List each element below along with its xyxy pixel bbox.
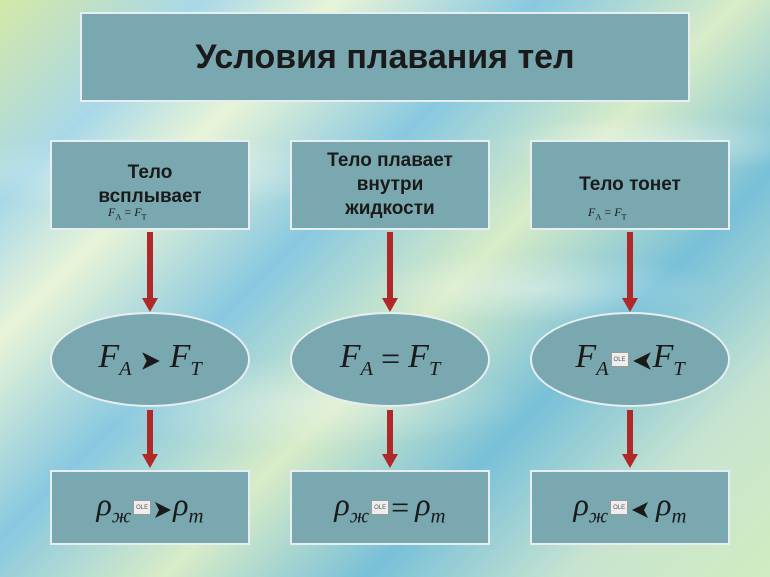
title-text: Условия плавания тел (195, 38, 574, 77)
ole-placeholder-icon: OLE (133, 500, 151, 515)
column-head: Тело тонет (530, 140, 730, 230)
down-arrow-icon (142, 410, 158, 468)
title-box: Условия плавания тел (80, 12, 690, 102)
column-head: Теловсплывает (50, 140, 250, 230)
down-arrow-icon (142, 232, 158, 312)
column-head-line: Тело тонет (579, 173, 681, 197)
ole-placeholder-icon: OLE (611, 352, 629, 367)
column-head-line: Тело плавает (327, 149, 453, 173)
down-arrow-icon (382, 232, 398, 312)
force-relation-ellipse: FA=FT (290, 312, 490, 407)
column-head: Тело плаваетвнутрижидкости (290, 140, 490, 230)
density-relation-box: ρжOLEρm (530, 470, 730, 545)
down-arrow-icon (382, 410, 398, 468)
force-relation-ellipse: FAFT (50, 312, 250, 407)
column-head-line: Тело (128, 161, 173, 185)
ole-placeholder-icon: OLE (610, 500, 628, 515)
force-relation-ellipse: FAOLEFT (530, 312, 730, 407)
column-head-line: внутри (357, 173, 424, 197)
sub-equation: FA = FT (588, 205, 627, 221)
ole-placeholder-icon: OLE (371, 500, 389, 515)
down-arrow-icon (622, 410, 638, 468)
density-relation-box: ρжOLEρm (50, 470, 250, 545)
down-arrow-icon (622, 232, 638, 312)
sub-equation: FA = FT (108, 205, 147, 221)
column-head-line: жидкости (345, 197, 434, 221)
density-relation-box: ρжOLE=ρm (290, 470, 490, 545)
